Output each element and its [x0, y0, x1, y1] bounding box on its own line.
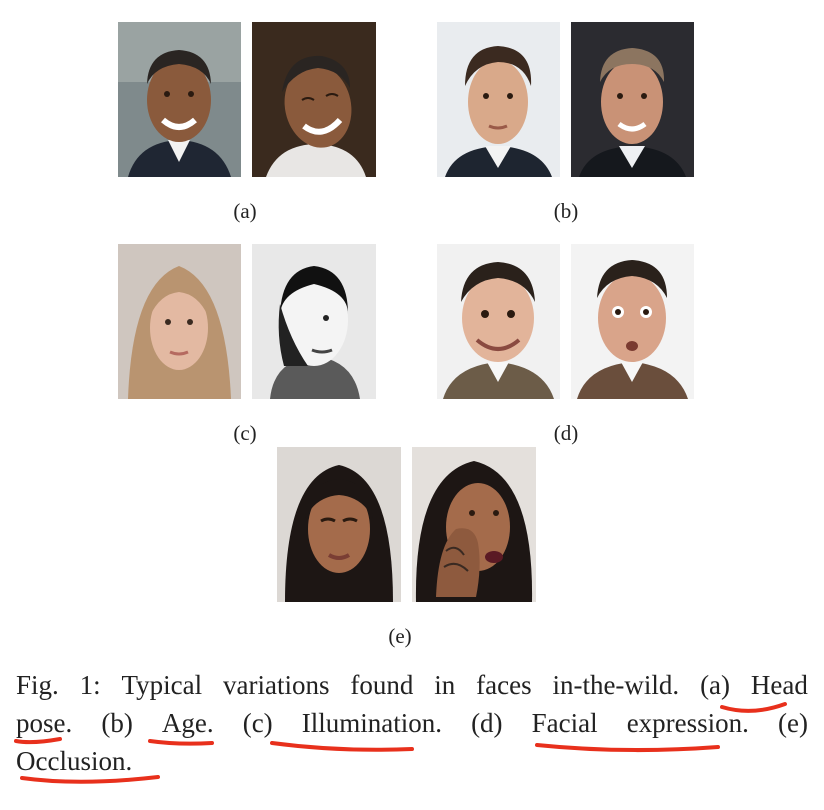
- face-photo-d-left: [437, 244, 560, 399]
- face-photo-d-right: [571, 244, 694, 399]
- caption-word-pose: pose.: [16, 708, 73, 738]
- caption-word-illumination: Illumination.: [301, 708, 442, 738]
- caption-word: (b): [101, 708, 133, 738]
- caption-word-occlusion: Occlusion.: [16, 746, 133, 776]
- panel-b-label: (b): [553, 199, 579, 223]
- caption-word: variations: [223, 670, 330, 700]
- face-photo-a-right: [252, 22, 376, 177]
- face-photo-c-left: [118, 244, 241, 399]
- caption-word: in: [434, 670, 456, 700]
- caption-word-facial: Facial: [531, 708, 598, 738]
- panel-d-label: (d): [553, 421, 579, 445]
- caption-word: (e): [778, 708, 808, 738]
- panel-e-label: (e): [388, 624, 412, 648]
- panel-c-left-photo: [118, 244, 241, 399]
- caption-line-3: Occlusion.: [16, 742, 808, 780]
- panel-b-right-photo: [571, 22, 694, 177]
- face-photo-b-right: [571, 22, 694, 177]
- panel-c-right-photo: [252, 244, 376, 399]
- caption-word-head: Head: [750, 670, 808, 700]
- caption-word-expression: expression.: [626, 708, 749, 738]
- caption-word: Typical: [121, 670, 203, 700]
- face-photo-e-right: [412, 447, 536, 602]
- caption-word-age: Age.: [161, 708, 214, 738]
- panel-a-label: (a): [233, 199, 257, 223]
- caption-word: found: [350, 670, 414, 700]
- face-photo-e-left: [277, 447, 401, 602]
- face-photo-a-left: [118, 22, 241, 177]
- caption-word: in-the-wild.: [552, 670, 680, 700]
- caption-word: faces: [476, 670, 532, 700]
- panel-c-label: (c): [233, 421, 257, 445]
- panel-a-right-photo: [252, 22, 376, 177]
- face-photo-b-left: [437, 22, 560, 177]
- caption-word: Fig.: [16, 670, 59, 700]
- caption-line-1: Fig. 1: Typical variations found in face…: [16, 666, 808, 704]
- face-photo-c-right: [252, 244, 376, 399]
- panel-d-right-photo: [571, 244, 694, 399]
- caption-word: (a): [700, 670, 731, 700]
- figure-caption: Fig. 1: Typical variations found in face…: [16, 666, 808, 780]
- panel-b-left-photo: [437, 22, 560, 177]
- caption-word: (d): [471, 708, 503, 738]
- panel-a-left-photo: [118, 22, 241, 177]
- panel-e-right-photo: [412, 447, 536, 602]
- caption-line-2: pose. (b) Age. (c) Illumination. (d) Fac…: [16, 704, 808, 742]
- caption-word: (c): [242, 708, 273, 738]
- panel-e-left-photo: [277, 447, 401, 602]
- panel-d-left-photo: [437, 244, 560, 399]
- caption-word: 1:: [79, 670, 101, 700]
